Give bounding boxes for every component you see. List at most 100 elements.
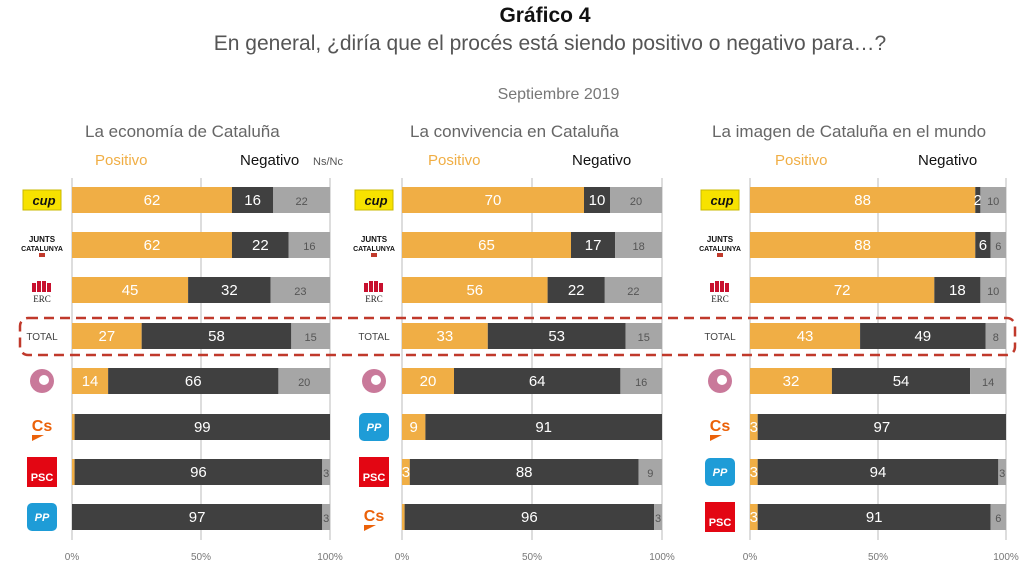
erc-logo-icon: [47, 283, 51, 292]
x-tick-label: 100%: [993, 552, 1019, 563]
data-label: 20: [298, 377, 310, 389]
data-label: 22: [568, 282, 585, 299]
data-label: 88: [516, 464, 533, 481]
bar-segment-positivo: [750, 187, 976, 213]
data-label: 88: [854, 237, 871, 254]
bar-segment-nsnc: [610, 187, 662, 213]
bar-segment-positivo: [402, 414, 426, 440]
data-label: 96: [521, 509, 538, 526]
junts-logo-icon: JUNTS: [29, 235, 56, 244]
legend-positivo: Positivo: [775, 152, 828, 169]
bar-segment-negativo: [757, 459, 999, 485]
cup-logo-icon: [700, 189, 740, 211]
pp-logo-text: PP: [713, 467, 728, 479]
panel-title: La imagen de Cataluña en el mundo: [712, 122, 986, 141]
data-label: 58: [208, 328, 225, 345]
pp-logo-icon: [359, 413, 389, 441]
bar-segment-nsnc: [970, 368, 1006, 394]
x-tick-label: 100%: [317, 552, 343, 563]
erc-logo-text: ERC: [33, 294, 51, 304]
data-label: 54: [893, 373, 910, 390]
bar-segment-negativo: [547, 277, 605, 303]
bar-segment-positivo: [402, 368, 454, 394]
erc-logo-icon: [374, 281, 378, 292]
bar-segment-negativo: [141, 323, 292, 349]
bar-segment-nsnc: [288, 232, 330, 258]
data-label: 6: [995, 241, 1001, 253]
bar-segment-positivo: [750, 232, 976, 258]
data-label: 9: [410, 419, 418, 436]
data-label: 96: [190, 464, 207, 481]
bar-segment-nsnc: [615, 232, 662, 258]
erc-logo-icon: [720, 281, 724, 292]
data-label: 49: [914, 328, 931, 345]
junts-logo-mark: [39, 253, 45, 257]
bar-segment-nsnc: [625, 323, 662, 349]
bar-segment-positivo: [402, 187, 584, 213]
bar-segment-negativo: [757, 414, 1006, 440]
data-label: 3: [323, 513, 329, 525]
bar-segment-negativo: [108, 368, 279, 394]
data-label: 99: [194, 419, 211, 436]
data-label: 14: [82, 373, 99, 390]
bar-segment-negativo: [404, 504, 655, 530]
data-label: 3: [655, 513, 661, 525]
bar-segment-positivo: [72, 232, 232, 258]
legend-nsnc: Ns/Nc: [313, 156, 343, 168]
cup-logo-icon: [354, 189, 394, 211]
legend-negativo: Negativo: [240, 152, 299, 169]
bar-segment-negativo: [409, 459, 639, 485]
panel-2: La convivencia en Cataluña Positivo Negati…: [353, 122, 675, 563]
erc-logo-icon: [710, 283, 714, 292]
data-label: 45: [122, 282, 139, 299]
bar-segment-nsnc: [322, 504, 330, 530]
cs-logo-mark: [710, 435, 722, 441]
bar-segment-nsnc: [980, 277, 1006, 303]
cs-logo-mark: [32, 435, 44, 441]
data-label: 66: [185, 373, 202, 390]
bar-segment-nsnc: [990, 232, 1006, 258]
total-highlight-box: [18, 316, 1017, 357]
pp-logo-text: PP: [367, 422, 382, 434]
date-label: Septiembre 2019: [497, 86, 620, 103]
x-tick-label: 100%: [649, 552, 675, 563]
data-label: 16: [303, 241, 315, 253]
data-label: 10: [987, 196, 999, 208]
bar-segment-nsnc: [278, 368, 330, 394]
erc-logo-icon: [37, 281, 41, 292]
data-label: 64: [529, 373, 546, 390]
bar-segment-negativo: [975, 187, 981, 213]
cup-logo-text: cup: [32, 193, 55, 208]
data-label: 88: [854, 192, 871, 209]
data-label: 3: [999, 468, 1005, 480]
pp-logo-icon: [27, 503, 57, 531]
junts-logo-text: CATALUNYA: [353, 246, 395, 253]
data-label: 65: [478, 237, 495, 254]
bar-segment-positivo: [750, 368, 832, 394]
bar-segment-negativo: [454, 368, 621, 394]
bar-segment-positivo: [750, 323, 861, 349]
data-label: 62: [144, 237, 161, 254]
cup-logo-text: cup: [364, 193, 387, 208]
comuns-logo-mark: [717, 375, 727, 385]
psc-logo-icon: [359, 457, 389, 487]
bar-segment-nsnc: [985, 323, 1006, 349]
bar-segment-negativo: [74, 459, 323, 485]
bar-segment-nsnc: [620, 368, 662, 394]
data-label: 15: [638, 332, 650, 344]
data-label: 32: [783, 373, 800, 390]
data-label: 53: [548, 328, 565, 345]
data-label: 72: [834, 282, 851, 299]
data-label: 22: [295, 196, 307, 208]
x-tick-label: 50%: [868, 552, 888, 563]
data-label: 16: [635, 377, 647, 389]
bar-segment-positivo: [750, 504, 758, 530]
erc-logo-icon: [364, 283, 368, 292]
bar-segment-negativo: [231, 187, 274, 213]
chart-subtitle: En general, ¿diría que el procés está si…: [213, 32, 887, 55]
bar-segment-positivo: [72, 459, 75, 485]
bar-segment-negativo: [975, 232, 991, 258]
psc-logo-icon: [27, 457, 57, 487]
data-label: 3: [402, 464, 410, 481]
data-label: 22: [252, 237, 269, 254]
